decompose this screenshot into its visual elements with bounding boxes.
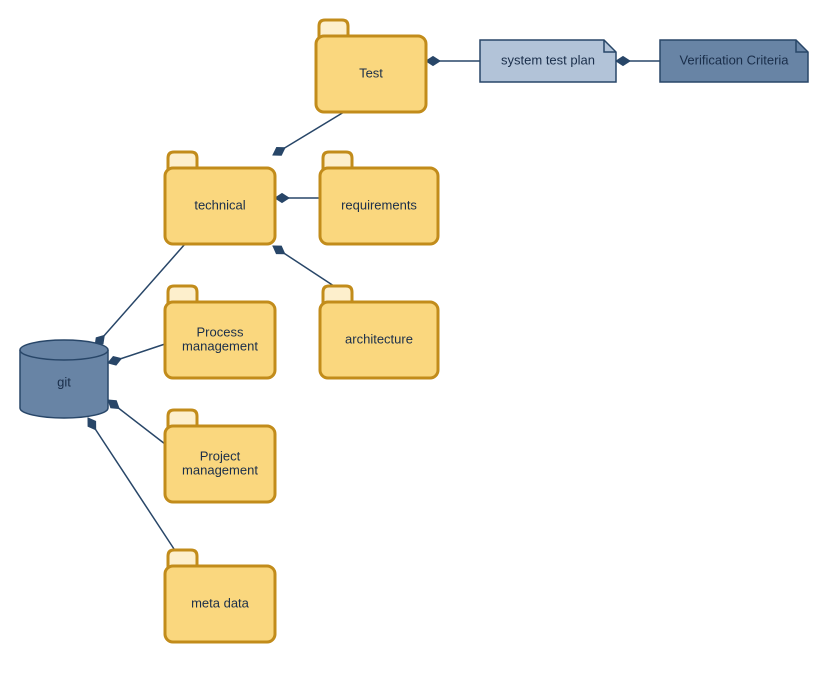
note-systestplan: system test plan (480, 40, 616, 82)
label-test: Test (359, 65, 383, 80)
edge-projectmgmt-git (108, 400, 165, 444)
label-projectmgmt: Project (200, 448, 241, 463)
folder-test: Test (316, 20, 426, 112)
label-processmgmt: Process (197, 324, 244, 339)
label-systestplan: system test plan (501, 52, 595, 67)
edge-verification-systestplan (616, 57, 660, 66)
folder-processmgmt: Processmanagement (165, 286, 275, 378)
folder-architecture: architecture (320, 286, 438, 378)
cylinder-git: git (20, 340, 108, 418)
label-projectmgmt: management (182, 462, 258, 477)
folder-projectmgmt: Projectmanagement (165, 410, 275, 502)
label-processmgmt: management (182, 338, 258, 353)
note-verification: Verification Criteria (660, 40, 808, 82)
folder-requirements: requirements (320, 152, 438, 244)
label-git: git (57, 374, 71, 389)
diagram-canvas: Test system test plan Verification Criteri… (0, 0, 813, 680)
label-architecture: architecture (345, 331, 413, 346)
folder-metadata: meta data (165, 550, 275, 642)
edge-systestplan-test (426, 57, 480, 66)
folder-technical: technical (165, 152, 275, 244)
edge-test-technical (273, 112, 344, 155)
edge-requirements-technical (275, 194, 320, 203)
edge-metadata-git (88, 418, 176, 552)
label-verification: Verification Criteria (679, 52, 789, 67)
edge-processmgmt-git (108, 344, 165, 365)
label-metadata: meta data (191, 595, 250, 610)
label-requirements: requirements (341, 197, 417, 212)
label-technical: technical (194, 197, 245, 212)
edge-architecture-technical (273, 246, 340, 290)
